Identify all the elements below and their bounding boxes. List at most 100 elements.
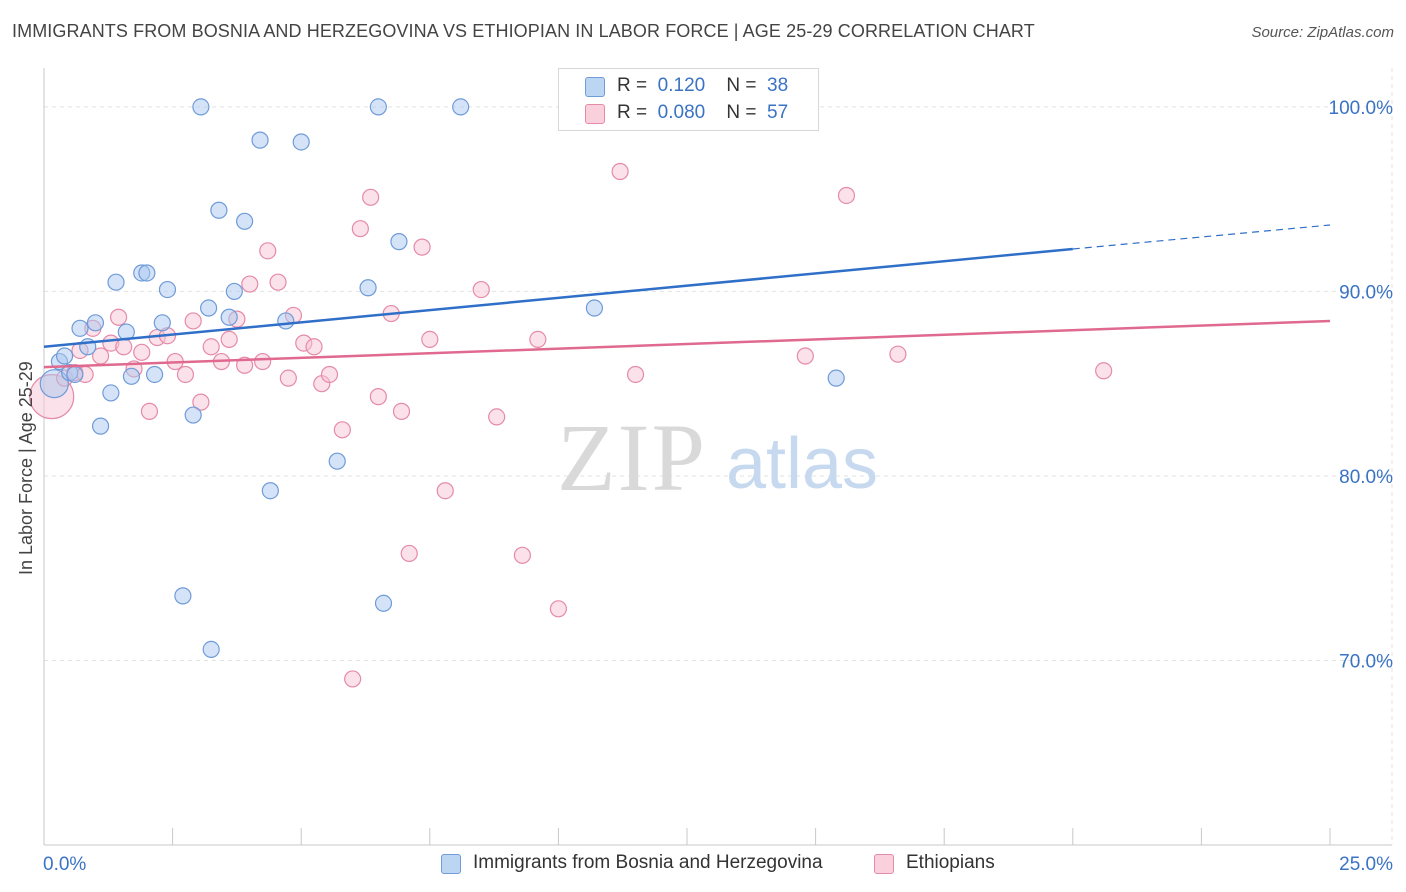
- bosnia-point: [91, 417, 110, 435]
- bosnia-point: [585, 299, 604, 317]
- legend-swatch-bosnia: [585, 77, 605, 97]
- ethiopians-point: [351, 220, 369, 238]
- ethiopians-point: [513, 546, 531, 564]
- ethiopians-point: [192, 393, 210, 411]
- ethiopians-point: [109, 308, 128, 326]
- ethiopians-point: [140, 402, 159, 420]
- ethiopians-point: [488, 408, 506, 426]
- x-tick-label: 25.0%: [1339, 854, 1393, 875]
- bottom-legend-swatch-bosnia: [441, 854, 461, 874]
- ethiopians-trend-line: [43, 319, 1331, 369]
- ethiopians-point: [421, 330, 439, 349]
- bosnia-point: [277, 312, 295, 330]
- legend-n-value: 38: [767, 75, 789, 96]
- bosnia-point: [138, 264, 156, 282]
- ethiopians-point: [305, 338, 323, 356]
- ethiopians-point: [436, 482, 454, 500]
- bosnia-point: [145, 365, 164, 384]
- ethiopians-point: [549, 600, 568, 618]
- bosnia-point: [236, 212, 254, 230]
- bosnia-points: [39, 98, 845, 659]
- bosnia-point: [202, 640, 220, 659]
- axes: [43, 68, 1392, 846]
- ethiopians-point: [344, 670, 362, 688]
- bosnia-point: [86, 314, 105, 332]
- ethiopians-point: [220, 330, 238, 349]
- ethiopians-point: [529, 330, 547, 349]
- watermark-atlas: atlas: [726, 424, 878, 504]
- ethiopians-point: [279, 369, 297, 387]
- ethiopians-point: [626, 365, 645, 384]
- y-tick-label: 70.0%: [1339, 651, 1393, 672]
- bottom-legend-swatch-ethiopians: [874, 854, 894, 874]
- bosnia-point: [359, 279, 377, 297]
- bosnia-trend-extension: [1072, 224, 1331, 250]
- ethiopians-point: [333, 421, 351, 439]
- ethiopians-point: [837, 186, 856, 205]
- bosnia-point: [328, 452, 346, 470]
- tick-labels: 70.0% 80.0% 90.0% 100.0% 0.0% 25.0%: [43, 98, 1393, 875]
- bosnia-point: [71, 319, 89, 337]
- legend-n-value: 57: [767, 102, 789, 123]
- ethiopians-point: [320, 365, 339, 384]
- bosnia-point: [292, 133, 310, 151]
- bottom-legend-label-ethiopians: Ethiopians: [906, 852, 995, 873]
- bosnia-point: [261, 482, 279, 500]
- y-axis-label: In Labor Force | Age 25-29: [16, 361, 36, 575]
- ethiopians-point: [184, 312, 202, 330]
- y-tick-label: 90.0%: [1339, 282, 1393, 303]
- grid-lines: [44, 68, 1393, 845]
- bosnia-point: [251, 131, 269, 149]
- ethiopians-point: [400, 544, 418, 563]
- ethiopians-point: [611, 162, 629, 181]
- legend-text-ethiopians: R = 0.080 N = 57: [617, 102, 788, 124]
- ethiopians-point: [369, 388, 387, 406]
- legend-n-label: N =: [726, 102, 757, 123]
- ethiopians-point: [241, 275, 259, 293]
- source-label: Source: ZipAtlas.com: [1251, 24, 1394, 41]
- watermark: ZIP atlas: [557, 404, 878, 511]
- ethiopians-point: [796, 347, 814, 365]
- bosnia-point: [225, 282, 243, 301]
- legend-swatch-ethiopians: [585, 104, 605, 124]
- bosnia-point: [210, 201, 228, 219]
- ethiopians-point: [176, 365, 195, 384]
- bosnia-point: [122, 367, 141, 385]
- ethiopians-point: [1095, 362, 1113, 380]
- ethiopians-point: [269, 273, 287, 291]
- bosnia-point: [220, 308, 238, 326]
- bosnia-point: [374, 594, 393, 612]
- y-tick-label: 80.0%: [1339, 467, 1393, 488]
- bosnia-point: [200, 299, 218, 317]
- bosnia-point: [39, 369, 69, 399]
- bosnia-point: [184, 406, 202, 424]
- ethiopians-point: [259, 242, 277, 260]
- bosnia-point: [827, 369, 845, 387]
- ethiopians-point: [115, 338, 133, 356]
- bosnia-point: [107, 273, 125, 291]
- ethiopians-point: [362, 188, 380, 206]
- ethiopians-point: [202, 338, 220, 356]
- ethiopians-point: [472, 280, 490, 299]
- bosnia-point: [153, 314, 171, 332]
- chart-title: IMMIGRANTS FROM BOSNIA AND HERZEGOVINA V…: [12, 21, 1035, 41]
- legend-r-label: R =: [617, 75, 648, 96]
- ethiopians-point: [889, 345, 907, 363]
- ethiopians-point: [133, 343, 151, 361]
- legend-r-value: 0.080: [657, 102, 706, 123]
- bosnia-point: [66, 365, 84, 384]
- trend-lines: [43, 224, 1331, 369]
- legend-text-bosnia: R = 0.120 N = 38: [617, 75, 788, 97]
- bosnia-point: [174, 587, 192, 605]
- y-tick-label: 100.0%: [1329, 98, 1394, 119]
- ethiopians-point: [392, 402, 411, 420]
- bosnia-trend-line: [43, 247, 1073, 349]
- bosnia-point: [158, 280, 177, 299]
- bottom-legend-label-bosnia: Immigrants from Bosnia and Herzegovina: [473, 852, 823, 873]
- x-tick-label: 0.0%: [43, 854, 86, 875]
- bosnia-point: [55, 347, 74, 365]
- legend-r-label: R =: [617, 102, 648, 123]
- watermark-zip: ZIP: [557, 404, 707, 511]
- bosnia-point: [192, 98, 210, 116]
- legend: R = 0.120 N = 38 R = 0.080 N = 57: [558, 68, 819, 131]
